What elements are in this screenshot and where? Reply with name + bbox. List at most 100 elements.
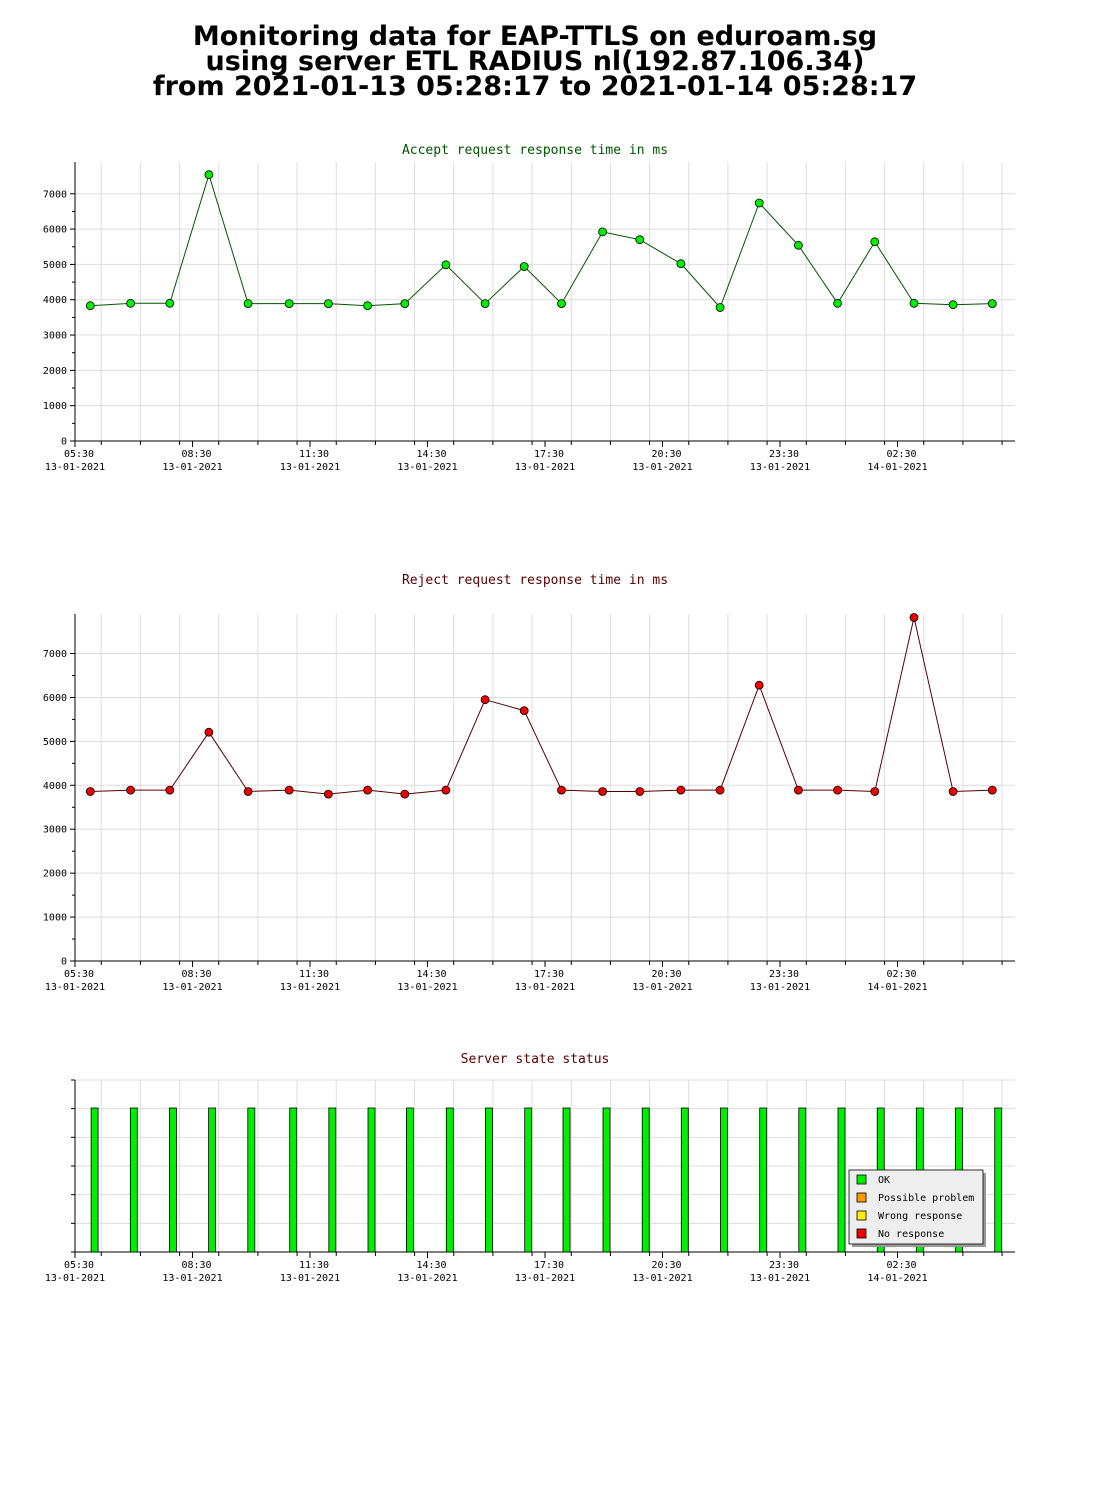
accept-xtick-date: 13-01-2021 bbox=[632, 462, 692, 473]
accept-data-point bbox=[441, 260, 451, 270]
status-bar bbox=[129, 1107, 138, 1253]
reject-xtick-date: 13-01-2021 bbox=[280, 982, 340, 993]
accept-xtick-date: 13-01-2021 bbox=[397, 462, 457, 473]
reject-data-point bbox=[165, 785, 175, 795]
reject-data-point bbox=[284, 785, 294, 795]
reject-ytick-label: 1000 bbox=[43, 913, 67, 924]
accept-data-point bbox=[243, 299, 253, 309]
status-chart-title: Server state status bbox=[461, 1052, 610, 1067]
accept-data-point bbox=[870, 237, 880, 247]
accept-ytick-label: 2000 bbox=[43, 366, 67, 377]
reject-ytick-label: 6000 bbox=[43, 693, 67, 704]
reject-xtick-date: 13-01-2021 bbox=[45, 982, 105, 993]
status-bar bbox=[562, 1107, 571, 1253]
legend-swatch bbox=[856, 1174, 867, 1185]
legend-label: OK bbox=[878, 1175, 890, 1186]
reject-data-point bbox=[323, 789, 333, 799]
legend-label: No response bbox=[878, 1229, 944, 1240]
reject-response-chart: Reject request response time in ms 0 1000… bbox=[43, 573, 1015, 993]
status-xtick-date: 13-01-2021 bbox=[280, 1273, 340, 1284]
legend-swatch bbox=[856, 1210, 867, 1221]
accept-data-point bbox=[948, 300, 958, 310]
accept-xtick-time: 08:30 bbox=[181, 449, 211, 460]
status-xtick-time: 02:30 bbox=[886, 1260, 916, 1271]
accept-xtick-date: 13-01-2021 bbox=[162, 462, 222, 473]
reject-xtick-time: 23:30 bbox=[769, 969, 799, 980]
accept-xtick-date: 13-01-2021 bbox=[280, 462, 340, 473]
reject-xtick-date: 13-01-2021 bbox=[397, 982, 457, 993]
status-xtick-time: 17:30 bbox=[534, 1260, 564, 1271]
status-bar bbox=[837, 1107, 846, 1253]
reject-xtick-time: 20:30 bbox=[651, 969, 681, 980]
status-xtick-time: 14:30 bbox=[416, 1260, 446, 1271]
accept-xtick-time: 02:30 bbox=[886, 449, 916, 460]
reject-data-point bbox=[794, 785, 803, 795]
status-bar bbox=[602, 1107, 611, 1253]
accept-data-point bbox=[85, 301, 95, 311]
status-legend: OK Possible problem Wrong response No respo… bbox=[848, 1169, 986, 1247]
reject-data-point bbox=[519, 706, 529, 715]
status-xtick-time: 23:30 bbox=[769, 1260, 799, 1271]
status-xtick-time: 11:30 bbox=[299, 1260, 329, 1271]
accept-xtick-time: 20:30 bbox=[651, 449, 681, 460]
reject-xtick-date: 14-01-2021 bbox=[867, 982, 927, 993]
status-bar bbox=[208, 1107, 217, 1253]
reject-data-point bbox=[85, 787, 95, 796]
reject-xtick-date: 13-01-2021 bbox=[750, 982, 810, 993]
reject-data-point bbox=[243, 787, 253, 796]
status-bar bbox=[680, 1107, 689, 1253]
reject-xtick-time: 02:30 bbox=[886, 969, 916, 980]
status-bar bbox=[367, 1107, 376, 1253]
reject-data-point bbox=[480, 695, 490, 705]
reject-xtick-date: 13-01-2021 bbox=[515, 982, 575, 993]
accept-data-point bbox=[676, 259, 686, 269]
accept-response-chart: Accept request response time in ms 0 1000… bbox=[43, 143, 1015, 473]
status-bar bbox=[328, 1107, 337, 1253]
reject-data-point bbox=[987, 785, 997, 795]
accept-data-point bbox=[754, 198, 764, 208]
accept-data-point bbox=[909, 298, 919, 308]
status-bar bbox=[759, 1107, 768, 1253]
legend-label: Wrong response bbox=[878, 1211, 962, 1222]
title-line-1: Monitoring data for EAP-TTLS on eduroam.… bbox=[192, 21, 878, 52]
status-xtick-time: 08:30 bbox=[181, 1260, 211, 1271]
reject-data-point bbox=[441, 785, 451, 795]
accept-data-point bbox=[794, 240, 803, 250]
accept-data-point bbox=[284, 299, 294, 309]
accept-xtick-date: 13-01-2021 bbox=[45, 462, 105, 473]
reject-data-point bbox=[598, 787, 607, 796]
accept-data-point bbox=[480, 299, 490, 309]
status-bar bbox=[994, 1107, 1003, 1253]
accept-xtick-time: 11:30 bbox=[299, 449, 329, 460]
reject-ytick-label: 7000 bbox=[43, 649, 67, 660]
status-xtick-date: 13-01-2021 bbox=[397, 1273, 457, 1284]
reject-data-point bbox=[363, 785, 373, 795]
status-bar bbox=[405, 1107, 414, 1253]
accept-data-point bbox=[635, 235, 645, 245]
reject-data-point bbox=[204, 727, 214, 737]
page-title: Monitoring data for EAP-TTLS on eduroam.… bbox=[0, 21, 1070, 100]
reject-ytick-label: 4000 bbox=[43, 781, 67, 792]
reject-ytick-label: 0 bbox=[61, 957, 67, 968]
accept-ytick-label: 0 bbox=[61, 437, 67, 448]
status-bar bbox=[485, 1107, 493, 1253]
accept-chart-title: Accept request response time in ms bbox=[402, 143, 668, 158]
status-bar bbox=[445, 1107, 454, 1253]
reject-xtick-date: 13-01-2021 bbox=[632, 982, 692, 993]
accept-xtick-date: 14-01-2021 bbox=[867, 462, 927, 473]
reject-data-point bbox=[557, 785, 566, 795]
reject-series-line bbox=[90, 617, 993, 795]
reject-data-point bbox=[833, 785, 842, 795]
accept-data-point bbox=[833, 298, 842, 308]
accept-xtick-date: 13-01-2021 bbox=[515, 462, 575, 473]
legend-swatch bbox=[856, 1228, 867, 1239]
reject-xtick-time: 05:30 bbox=[64, 969, 94, 980]
reject-chart-title: Reject request response time in ms bbox=[402, 573, 668, 588]
reject-xtick-time: 08:30 bbox=[181, 969, 211, 980]
accept-data-point bbox=[363, 301, 373, 311]
legend-label: Possible problem bbox=[878, 1193, 974, 1204]
server-state-chart: Server state status 05:30 13-01-2021 08:30… bbox=[45, 1052, 1015, 1284]
reject-ytick-label: 3000 bbox=[43, 825, 67, 836]
accept-data-point bbox=[323, 299, 333, 309]
